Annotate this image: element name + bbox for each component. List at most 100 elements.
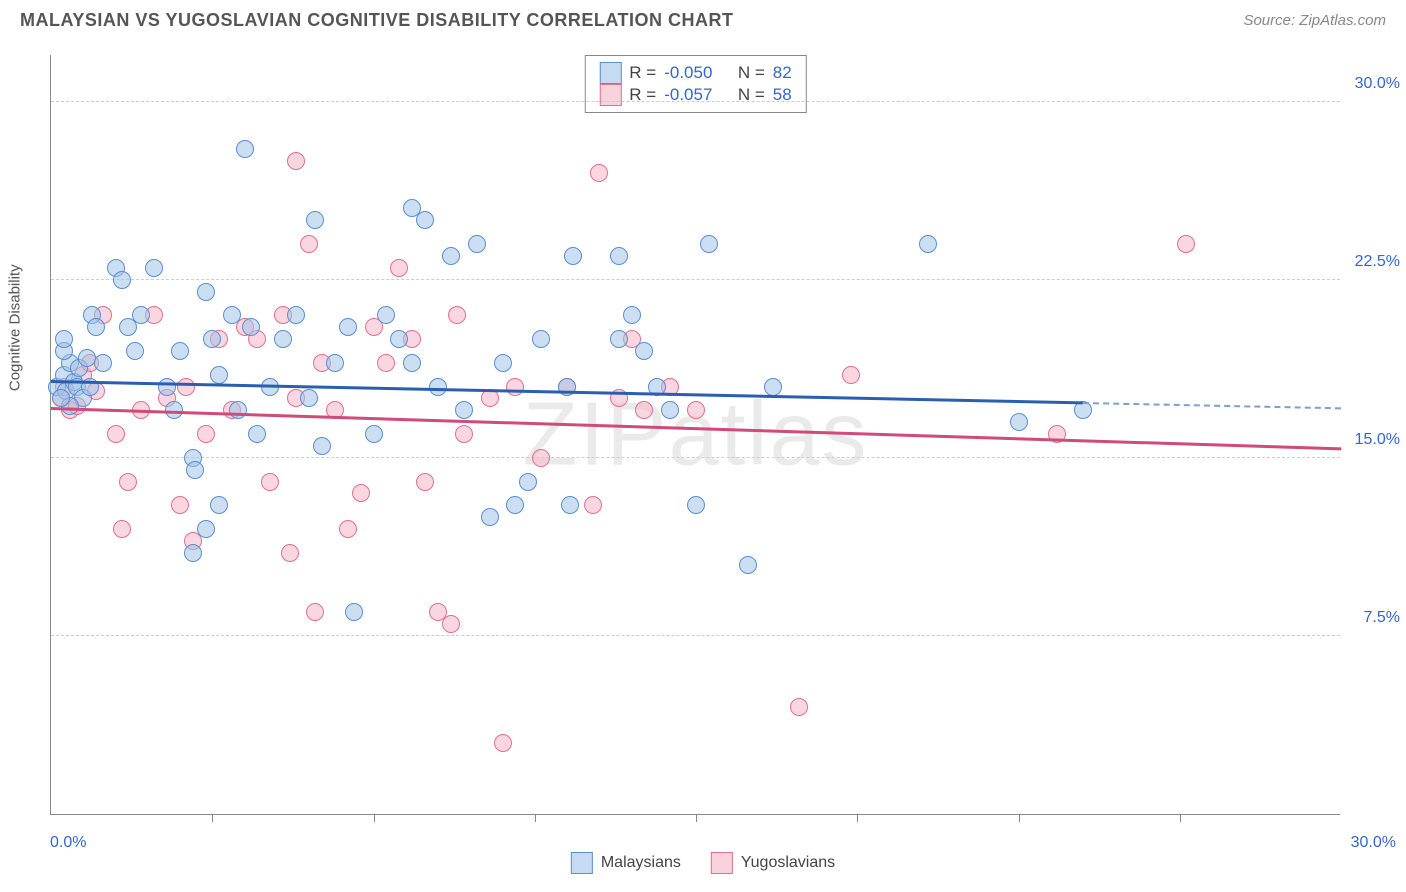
- scatter-point-blue: [236, 140, 254, 158]
- x-tick: [857, 814, 858, 822]
- y-tick-label: 7.5%: [1364, 609, 1400, 627]
- scatter-point-pink: [532, 449, 550, 467]
- gridline: [51, 279, 1340, 280]
- scatter-point-pink: [455, 425, 473, 443]
- y-tick-label: 15.0%: [1355, 431, 1400, 449]
- scatter-point-blue: [94, 354, 112, 372]
- scatter-point-pink: [287, 152, 305, 170]
- scatter-point-blue: [661, 401, 679, 419]
- scatter-point-pink: [494, 734, 512, 752]
- bottom-legend: Malaysians Yugoslavians: [571, 852, 835, 874]
- x-axis-start-label: 0.0%: [50, 834, 86, 852]
- scatter-point-blue: [481, 508, 499, 526]
- scatter-point-blue: [561, 496, 579, 514]
- scatter-point-blue: [184, 544, 202, 562]
- scatter-point-blue: [55, 330, 73, 348]
- scatter-point-pink: [113, 520, 131, 538]
- scatter-point-blue: [610, 247, 628, 265]
- scatter-point-pink: [300, 235, 318, 253]
- scatter-point-blue: [564, 247, 582, 265]
- stat-n-blue: 82: [773, 63, 792, 83]
- scatter-point-blue: [248, 425, 266, 443]
- scatter-point-pink: [1177, 235, 1195, 253]
- stats-legend-box: R = -0.050 N = 82 R = -0.057 N = 58: [584, 55, 806, 113]
- scatter-point-blue: [339, 318, 357, 336]
- scatter-point-blue: [326, 354, 344, 372]
- scatter-point-blue: [403, 354, 421, 372]
- stat-n-label2: N =: [738, 85, 765, 105]
- scatter-point-blue: [345, 603, 363, 621]
- scatter-point-blue: [610, 330, 628, 348]
- x-tick: [1180, 814, 1181, 822]
- scatter-point-blue: [229, 401, 247, 419]
- scatter-point-blue: [635, 342, 653, 360]
- scatter-point-blue: [455, 401, 473, 419]
- x-tick: [696, 814, 697, 822]
- stat-n-pink: 58: [773, 85, 792, 105]
- scatter-point-pink: [352, 484, 370, 502]
- scatter-point-blue: [287, 306, 305, 324]
- scatter-point-blue: [274, 330, 292, 348]
- swatch-blue-icon: [599, 62, 621, 84]
- scatter-point-blue: [365, 425, 383, 443]
- scatter-point-blue: [764, 378, 782, 396]
- scatter-point-pink: [107, 425, 125, 443]
- scatter-point-pink: [416, 473, 434, 491]
- scatter-point-pink: [584, 496, 602, 514]
- scatter-point-pink: [442, 615, 460, 633]
- stats-row-blue: R = -0.050 N = 82: [599, 62, 791, 84]
- scatter-point-blue: [223, 306, 241, 324]
- scatter-point-blue: [468, 235, 486, 253]
- scatter-point-blue: [377, 306, 395, 324]
- trend-line: [1083, 402, 1341, 409]
- scatter-point-blue: [687, 496, 705, 514]
- scatter-point-blue: [623, 306, 641, 324]
- legend-item-pink: Yugoslavians: [711, 852, 835, 874]
- scatter-point-pink: [339, 520, 357, 538]
- source-label: Source: ZipAtlas.com: [1243, 12, 1386, 29]
- scatter-point-blue: [145, 259, 163, 277]
- scatter-point-pink: [687, 401, 705, 419]
- y-axis-label: Cognitive Disability: [7, 264, 24, 391]
- x-tick: [1019, 814, 1020, 822]
- scatter-point-blue: [126, 342, 144, 360]
- scatter-point-blue: [306, 211, 324, 229]
- gridline: [51, 635, 1340, 636]
- scatter-point-blue: [390, 330, 408, 348]
- scatter-point-pink: [790, 698, 808, 716]
- gridline: [51, 101, 1340, 102]
- x-axis-end-label: 30.0%: [1351, 834, 1396, 852]
- gridline: [51, 457, 1340, 458]
- y-tick-label: 22.5%: [1355, 253, 1400, 271]
- scatter-point-pink: [590, 164, 608, 182]
- scatter-point-blue: [532, 330, 550, 348]
- stat-r-label2: R =: [629, 85, 656, 105]
- x-tick: [535, 814, 536, 822]
- scatter-point-blue: [442, 247, 460, 265]
- scatter-point-pink: [119, 473, 137, 491]
- legend-swatch-pink-icon: [711, 852, 733, 874]
- scatter-point-pink: [377, 354, 395, 372]
- scatter-point-pink: [390, 259, 408, 277]
- swatch-pink-icon: [599, 84, 621, 106]
- scatter-point-blue: [300, 389, 318, 407]
- scatter-point-pink: [448, 306, 466, 324]
- legend-item-blue: Malaysians: [571, 852, 681, 874]
- scatter-point-pink: [177, 378, 195, 396]
- chart-title: MALAYSIAN VS YUGOSLAVIAN COGNITIVE DISAB…: [20, 10, 734, 31]
- stat-r-pink: -0.057: [664, 85, 712, 105]
- scatter-point-blue: [494, 354, 512, 372]
- stats-row-pink: R = -0.057 N = 58: [599, 84, 791, 106]
- stat-r-blue: -0.050: [664, 63, 712, 83]
- scatter-point-pink: [281, 544, 299, 562]
- scatter-point-blue: [210, 496, 228, 514]
- y-tick-label: 30.0%: [1355, 75, 1400, 93]
- scatter-point-pink: [261, 473, 279, 491]
- watermark: ZIPatlas: [522, 383, 868, 486]
- scatter-point-blue: [429, 378, 447, 396]
- x-tick: [212, 814, 213, 822]
- scatter-point-blue: [506, 496, 524, 514]
- scatter-point-pink: [635, 401, 653, 419]
- scatter-point-blue: [700, 235, 718, 253]
- legend-swatch-blue-icon: [571, 852, 593, 874]
